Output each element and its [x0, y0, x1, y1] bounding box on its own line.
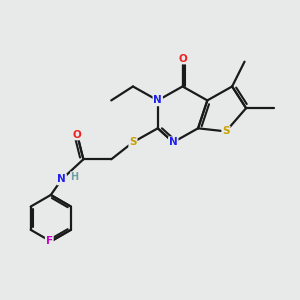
Text: S: S — [129, 137, 137, 147]
Text: O: O — [178, 54, 187, 64]
Text: N: N — [153, 95, 162, 105]
Text: S: S — [222, 126, 230, 136]
Text: O: O — [73, 130, 82, 140]
Text: N: N — [169, 137, 178, 147]
Text: H: H — [70, 172, 79, 182]
Text: N: N — [57, 174, 66, 184]
Text: F: F — [46, 236, 53, 246]
